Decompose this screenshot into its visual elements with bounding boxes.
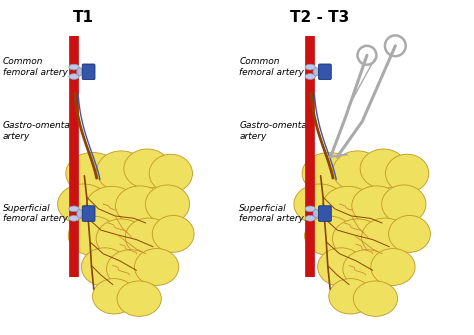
Ellipse shape xyxy=(135,249,179,285)
Ellipse shape xyxy=(107,250,155,288)
Ellipse shape xyxy=(305,64,316,70)
Ellipse shape xyxy=(69,64,79,70)
Ellipse shape xyxy=(305,74,316,79)
Ellipse shape xyxy=(77,209,82,218)
Ellipse shape xyxy=(92,279,136,314)
Ellipse shape xyxy=(82,248,128,286)
Ellipse shape xyxy=(313,68,319,76)
Ellipse shape xyxy=(69,215,79,221)
Ellipse shape xyxy=(352,186,401,225)
Text: Common
femoral artery: Common femoral artery xyxy=(239,57,304,77)
Ellipse shape xyxy=(360,149,407,188)
Ellipse shape xyxy=(116,186,164,225)
Ellipse shape xyxy=(294,184,346,224)
Text: Superficial
femoral artery: Superficial femoral artery xyxy=(3,204,68,223)
Ellipse shape xyxy=(66,152,120,194)
Text: Gastro-omental
artery: Gastro-omental artery xyxy=(3,121,73,141)
Text: T1: T1 xyxy=(73,10,94,25)
Text: T2 - T3: T2 - T3 xyxy=(290,10,349,25)
Ellipse shape xyxy=(58,184,109,224)
Ellipse shape xyxy=(69,206,79,212)
Ellipse shape xyxy=(96,219,146,258)
FancyBboxPatch shape xyxy=(319,64,331,80)
Ellipse shape xyxy=(353,281,398,316)
Ellipse shape xyxy=(117,281,161,316)
Ellipse shape xyxy=(68,216,118,256)
Ellipse shape xyxy=(152,215,194,252)
FancyBboxPatch shape xyxy=(319,206,331,221)
Ellipse shape xyxy=(305,206,316,212)
Ellipse shape xyxy=(343,250,391,288)
Ellipse shape xyxy=(318,248,365,286)
Ellipse shape xyxy=(333,151,382,191)
Ellipse shape xyxy=(389,215,430,252)
Ellipse shape xyxy=(305,216,354,256)
Ellipse shape xyxy=(332,219,383,258)
Ellipse shape xyxy=(322,186,374,227)
Ellipse shape xyxy=(371,249,415,285)
Ellipse shape xyxy=(313,209,319,218)
Text: Common
femoral artery: Common femoral artery xyxy=(3,57,68,77)
Text: Superficial
femoral artery: Superficial femoral artery xyxy=(239,204,304,223)
Ellipse shape xyxy=(86,186,137,227)
Ellipse shape xyxy=(362,218,408,256)
Ellipse shape xyxy=(77,68,82,76)
Text: Gastro-omental
artery: Gastro-omental artery xyxy=(239,121,310,141)
Ellipse shape xyxy=(97,151,146,191)
FancyBboxPatch shape xyxy=(82,64,95,80)
Ellipse shape xyxy=(305,215,316,221)
Ellipse shape xyxy=(385,154,429,193)
Ellipse shape xyxy=(302,152,356,194)
Ellipse shape xyxy=(329,279,372,314)
Ellipse shape xyxy=(146,185,190,223)
Ellipse shape xyxy=(125,218,172,256)
Ellipse shape xyxy=(124,149,171,188)
Ellipse shape xyxy=(382,185,426,223)
FancyBboxPatch shape xyxy=(82,206,95,221)
Ellipse shape xyxy=(149,154,192,193)
Ellipse shape xyxy=(69,74,79,79)
